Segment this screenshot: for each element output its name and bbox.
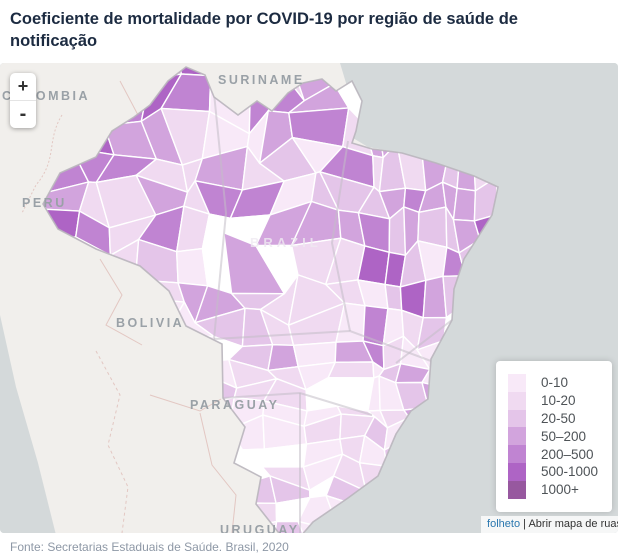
legend-label: 20-50 bbox=[540, 410, 576, 426]
legend-row: 10-20 bbox=[507, 391, 598, 410]
legend-label: 200–500 bbox=[540, 446, 594, 462]
leaflet-attribution-link[interactable]: folheto bbox=[487, 518, 521, 530]
country-label-suriname: SURINAME bbox=[218, 73, 305, 87]
source-note: Fonte: Secretarias Estaduais de Saúde. B… bbox=[0, 534, 618, 560]
choropleth-map[interactable]: COLOMBIA SURINAME PERU BOLIVIA PARAGUAY URUGU… bbox=[0, 63, 618, 533]
map-legend: 0-10 10-20 20-50 50–200 200–500 500-1000 1000+ bbox=[495, 361, 612, 512]
legend-label: 50–200 bbox=[540, 428, 586, 444]
legend-label: 0-10 bbox=[540, 375, 568, 391]
map-attribution: folheto | Abrir mapa de ruas bbox=[481, 516, 618, 533]
legend-swatch bbox=[507, 409, 526, 428]
page-title: Coeficiente de mortalidade por COVID-19 … bbox=[10, 10, 518, 51]
legend-swatch bbox=[507, 427, 526, 446]
country-label-paraguay: PARAGUAY bbox=[190, 398, 279, 412]
legend-swatch bbox=[507, 462, 526, 481]
zoom-in-button[interactable]: + bbox=[17, 76, 29, 96]
legend-label: 500-1000 bbox=[540, 464, 598, 480]
country-label-brazil: BRAZIL bbox=[250, 235, 322, 250]
legend-label: 1000+ bbox=[540, 482, 579, 498]
legend-swatch bbox=[507, 480, 526, 499]
legend-swatch bbox=[507, 374, 526, 392]
legend-swatch bbox=[507, 391, 526, 410]
attribution-text: Abrir mapa de ruas bbox=[528, 518, 618, 530]
legend-row: 200–500 bbox=[507, 445, 598, 463]
country-label-peru: PERU bbox=[22, 196, 67, 210]
zoom-out-button[interactable]: - bbox=[10, 100, 36, 128]
legend-row: 500-1000 bbox=[507, 462, 598, 481]
legend-row: 50–200 bbox=[507, 427, 598, 446]
legend-swatch bbox=[507, 445, 526, 463]
attribution-separator: | bbox=[523, 518, 526, 530]
map-canvas[interactable]: COLOMBIASURINAMEPERUBOLIVIAPARAGUAYURUGU… bbox=[0, 63, 618, 533]
map-zoom-control: + - bbox=[10, 73, 36, 128]
legend-row: 1000+ bbox=[507, 480, 598, 499]
country-label-bolivia: BOLIVIA bbox=[116, 316, 184, 330]
legend-row: 20-50 bbox=[507, 409, 598, 428]
legend-label: 10-20 bbox=[540, 393, 576, 409]
legend-row: 0-10 bbox=[507, 374, 598, 392]
country-label-uruguay: URUGUAY bbox=[220, 523, 300, 533]
